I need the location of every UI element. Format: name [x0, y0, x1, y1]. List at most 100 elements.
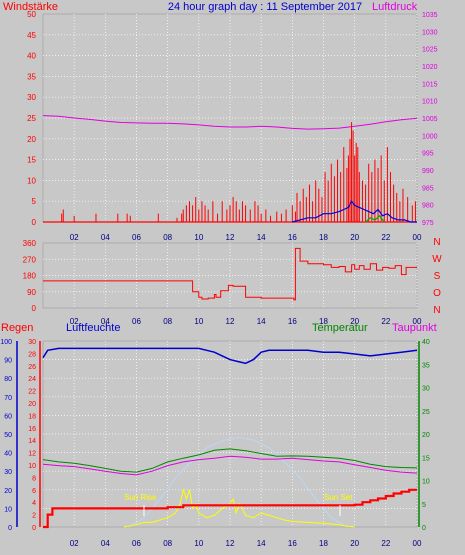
rain-tick-label: 20	[28, 401, 36, 408]
x-tick-label: 02	[70, 233, 79, 242]
pressure-tick-label: 1035	[422, 12, 438, 19]
x-tick-label: 20	[350, 317, 359, 326]
compass-tick-label: W	[432, 254, 442, 265]
x-tick-label: 18	[319, 539, 328, 548]
pressure-tick-label: 995	[422, 151, 434, 158]
humidity-tick-label: 10	[4, 506, 12, 513]
temperature-tick-label: 20	[422, 432, 430, 439]
x-tick-label: 02	[70, 317, 79, 326]
x-tick-label: 04	[101, 233, 110, 242]
pressure-tick-label: 1020	[422, 64, 438, 71]
x-tick-label: 00	[413, 317, 422, 326]
x-tick-label: 14	[257, 317, 266, 326]
rain-axis-title: Regen	[1, 322, 33, 334]
rain-tick-label: 8	[32, 475, 36, 482]
x-tick-label: 14	[257, 233, 266, 242]
x-tick-label: 08	[163, 539, 172, 548]
x-tick-label: 08	[163, 317, 172, 326]
graph-title: 24 hour graph day : 11 September 2017	[168, 1, 362, 13]
rain-tick-label: 24	[28, 376, 36, 383]
pressure-tick-label: 975	[422, 220, 434, 227]
wind-tick-label: 25	[27, 114, 36, 123]
direction-tick-label: 360	[23, 239, 37, 248]
direction-tick-label: 180	[23, 272, 37, 281]
sunset-label: Sun Set	[324, 493, 353, 502]
humidity-tick-label: 60	[4, 413, 12, 420]
x-tick-label: 14	[257, 539, 266, 548]
chart-marks	[16, 115, 420, 529]
dewpoint-line	[42, 455, 418, 476]
humidity-tick-label: 100	[0, 339, 12, 346]
rain-tick-label: 22	[28, 389, 36, 396]
x-tick-label: 10	[194, 539, 203, 548]
x-tick-label: 22	[381, 233, 390, 242]
pressure-line	[42, 115, 418, 130]
pressure-tick-label: 1025	[422, 47, 438, 54]
humidity-axis-title: Luftfeuchte	[66, 322, 120, 334]
humidity-line	[42, 347, 418, 365]
x-tick-label: 06	[132, 539, 141, 548]
rain-tick-label: 10	[28, 463, 36, 470]
direction-tick-label: 90	[27, 288, 36, 297]
wind-tick-label: 20	[27, 135, 36, 144]
wind-tick-label: 10	[27, 176, 36, 185]
rain-tick-label: 30	[28, 339, 36, 346]
x-tick-label: 02	[70, 539, 79, 548]
x-tick-label: 12	[226, 233, 235, 242]
x-tick-label: 10	[194, 233, 203, 242]
sunrise-label: Sun Rise	[124, 493, 157, 502]
temperature-tick-label: 40	[422, 339, 430, 346]
temperature-axis-title: Temperatur	[312, 322, 368, 334]
rain-tick-label: 14	[28, 438, 36, 445]
wind-tick-label: 40	[27, 52, 36, 61]
x-tick-label: 18	[319, 317, 328, 326]
humidity-tick-label: 0	[8, 525, 12, 532]
humidity-tick-label: 20	[4, 488, 12, 495]
x-tick-label: 16	[288, 233, 297, 242]
rain-tick-label: 6	[32, 488, 36, 495]
temperature-tick-label: 35	[422, 362, 430, 369]
x-tick-label: 20	[350, 233, 359, 242]
x-tick-label: 04	[101, 539, 110, 548]
wind-tick-label: 0	[32, 218, 37, 227]
x-tick-label: 04	[101, 317, 110, 326]
x-tick-label: 18	[319, 233, 328, 242]
x-tick-label: 06	[132, 317, 141, 326]
wind-tick-label: 35	[27, 72, 36, 81]
wind-tick-label: 15	[27, 156, 36, 165]
direction-tick-label: 0	[32, 304, 37, 313]
wind-tick-label: 50	[27, 10, 36, 19]
humidity-tick-label: 30	[4, 469, 12, 476]
rain-tick-label: 18	[28, 413, 36, 420]
pressure-axis-title: Luftdruck	[372, 1, 418, 13]
gust-line	[292, 200, 417, 223]
rain-tick-label: 26	[28, 364, 36, 371]
temperature-tick-label: 0	[422, 525, 426, 532]
humidity-tick-label: 80	[4, 376, 12, 383]
humidity-tick-label: 50	[4, 432, 12, 439]
x-tick-label: 16	[288, 539, 297, 548]
humidity-tick-label: 70	[4, 395, 12, 402]
pressure-tick-label: 980	[422, 203, 434, 210]
gust_green-line	[365, 214, 385, 223]
pressure-tick-label: 1015	[422, 81, 438, 88]
temperature-tick-label: 30	[422, 386, 430, 393]
pressure-tick-label: 1030	[422, 29, 438, 36]
temperature-tick-label: 15	[422, 455, 430, 462]
rain-tick-label: 12	[28, 451, 36, 458]
dewpoint-axis-title: Taupunkt	[392, 322, 437, 334]
pressure-tick-label: 985	[422, 185, 434, 192]
x-tick-label: 12	[226, 539, 235, 548]
x-tick-label: 10	[194, 317, 203, 326]
x-tick-label: 22	[381, 539, 390, 548]
direction-tick-label: 270	[23, 255, 37, 264]
pressure-tick-label: 1005	[422, 116, 438, 123]
temperature-tick-label: 25	[422, 409, 430, 416]
temperature-tick-label: 5	[422, 502, 426, 509]
wind-axis-title: Windstärke	[3, 1, 58, 13]
direction-line	[43, 247, 417, 301]
x-tick-label: 06	[132, 233, 141, 242]
wind-tick-label: 45	[27, 31, 36, 40]
solar_max-line	[128, 436, 348, 528]
rain-line	[43, 488, 417, 529]
